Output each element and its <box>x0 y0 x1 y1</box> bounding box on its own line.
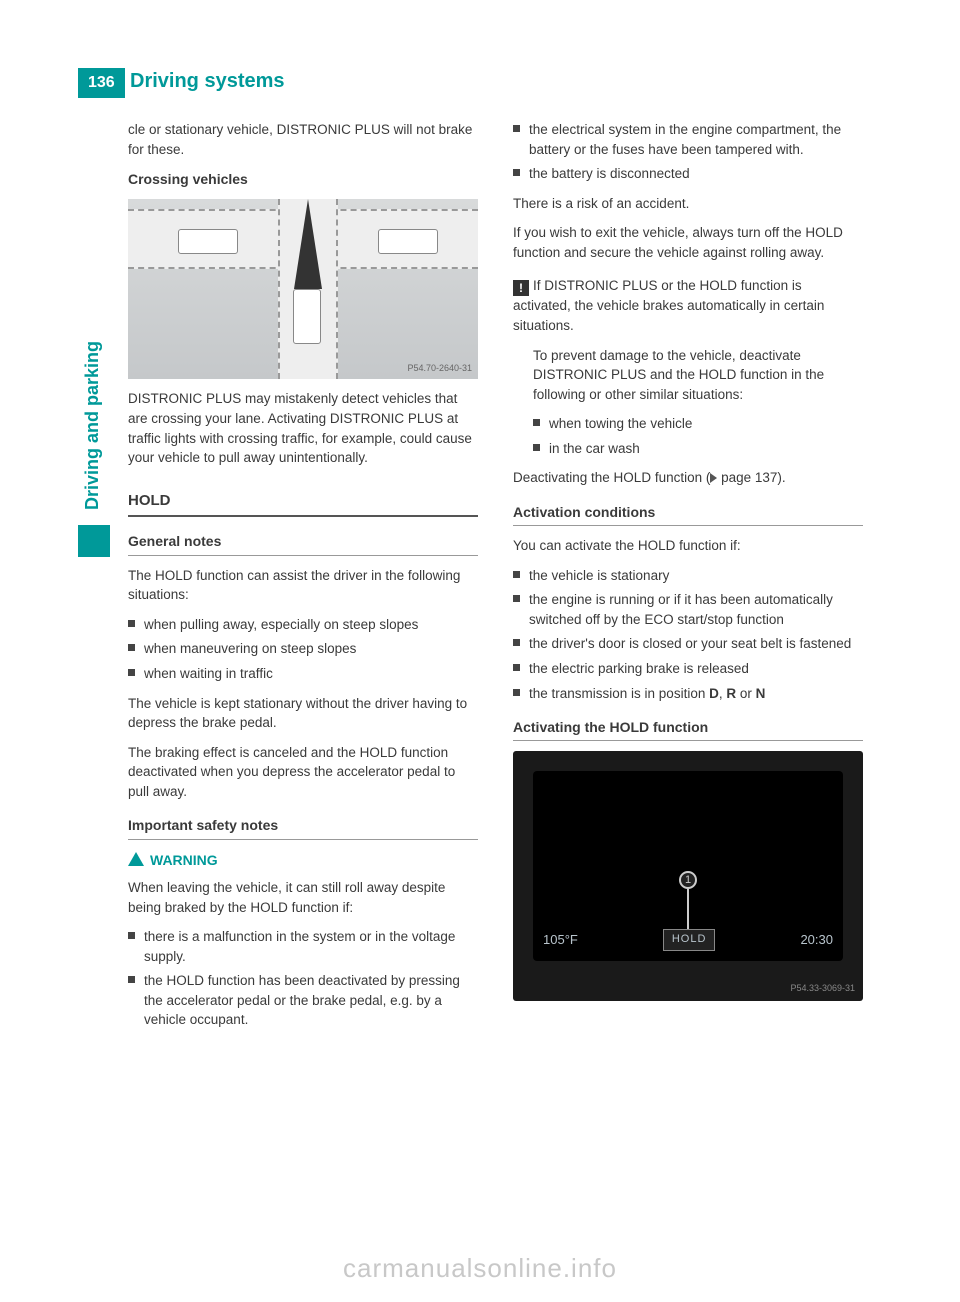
warning-triangle-icon <box>128 852 144 866</box>
general-list: when pulling away, especially on steep s… <box>128 615 478 684</box>
warning-label: WARNING <box>150 852 218 868</box>
list-item: the vehicle is stationary <box>513 566 863 586</box>
activation-list: the vehicle is stationary the engine is … <box>513 566 863 703</box>
list-item: when maneuvering on steep slopes <box>128 639 478 659</box>
warning-heading: WARNING <box>128 850 478 870</box>
caution-note: !If DISTRONIC PLUS or the HOLD function … <box>513 276 863 404</box>
activating-hold-heading: Activating the HOLD function <box>513 717 863 741</box>
content-area: cle or stationary vehicle, DISTRONIC PLU… <box>128 120 863 1040</box>
risk-statement: There is a risk of an accident. <box>513 194 863 214</box>
right-column: the electrical system in the engine comp… <box>513 120 863 1040</box>
list-item-transmission: the transmission is in position D, R or … <box>513 684 863 704</box>
list-item: the electric parking brake is released <box>513 659 863 679</box>
list-item: when pulling away, especially on steep s… <box>128 615 478 635</box>
general-intro: The HOLD function can assist the driver … <box>128 566 478 605</box>
page-number-tab: 136 <box>78 68 125 98</box>
callout-line <box>687 889 689 931</box>
list-item: the driver's door is closed or your seat… <box>513 634 863 654</box>
warning-list-cont: the electrical system in the engine comp… <box>513 120 863 184</box>
note-text1: If DISTRONIC PLUS or the HOLD function i… <box>513 278 824 333</box>
pos-d: D <box>709 686 719 701</box>
crossing-body: DISTRONIC PLUS may mistakenly detect veh… <box>128 389 478 467</box>
display-temp: 105°F <box>543 931 578 950</box>
activation-intro: You can activate the HOLD function if: <box>513 536 863 556</box>
pos-n: N <box>756 686 766 701</box>
list-item: the engine is running or if it has been … <box>513 590 863 629</box>
list-item: when waiting in traffic <box>128 664 478 684</box>
figure-reference: P54.70-2640-31 <box>407 362 472 375</box>
general-p2: The braking effect is canceled and the H… <box>128 743 478 802</box>
display-status-bar: 105°F HOLD 20:30 <box>543 929 833 951</box>
crossing-vehicles-heading: Crossing vehicles <box>128 169 478 189</box>
trans-text: the transmission is in position <box>529 686 709 701</box>
callout-marker: 1 <box>679 871 697 889</box>
general-notes-heading: General notes <box>128 531 478 555</box>
hold-indicator: HOLD <box>663 929 716 951</box>
general-p1: The vehicle is kept stationary without t… <box>128 694 478 733</box>
list-item: the electrical system in the engine comp… <box>513 120 863 159</box>
list-item: in the car wash <box>533 439 863 459</box>
car-own <box>293 289 321 344</box>
side-section-label: Driving and parking <box>82 341 103 510</box>
list-item: the battery is disconnected <box>513 164 863 184</box>
sensor-cone <box>294 199 322 289</box>
page-title: Driving systems <box>130 70 285 93</box>
instrument-display-figure: 1 105°F HOLD 20:30 P54.33-3069-31 <box>513 751 863 1001</box>
warning-intro: When leaving the vehicle, it can still r… <box>128 878 478 917</box>
side-tab-marker <box>78 525 110 557</box>
hold-section-heading: HOLD <box>128 490 478 518</box>
intro-continuation: cle or stationary vehicle, DISTRONIC PLU… <box>128 120 478 159</box>
sep2: or <box>736 686 756 701</box>
list-item: there is a malfunction in the system or … <box>128 927 478 966</box>
car-right <box>378 229 438 254</box>
warning-list: there is a malfunction in the system or … <box>128 927 478 1030</box>
list-item: when towing the vehicle <box>533 414 863 434</box>
list-item: the HOLD function has been deactivated b… <box>128 971 478 1030</box>
crossing-vehicles-figure: P54.70-2640-31 <box>128 199 478 379</box>
note-text2: To prevent damage to the vehicle, deacti… <box>513 346 863 405</box>
display-time: 20:30 <box>800 931 833 950</box>
note-line1: !If DISTRONIC PLUS or the HOLD function … <box>513 276 863 335</box>
safety-notes-heading: Important safety notes <box>128 815 478 839</box>
car-left <box>178 229 238 254</box>
note-list: when towing the vehicle in the car wash <box>513 414 863 458</box>
deact-text1: Deactivating the HOLD function ( <box>513 470 710 485</box>
pos-r: R <box>726 686 736 701</box>
activation-conditions-heading: Activation conditions <box>513 502 863 526</box>
figure-reference-2: P54.33-3069-31 <box>790 982 855 995</box>
watermark: carmanualsonline.info <box>0 1253 960 1284</box>
exit-instruction: If you wish to exit the vehicle, always … <box>513 223 863 262</box>
deactivate-ref: Deactivating the HOLD function ( page 13… <box>513 468 863 488</box>
left-column: cle or stationary vehicle, DISTRONIC PLU… <box>128 120 478 1040</box>
deact-text2: page 137). <box>717 470 785 485</box>
exclamation-icon: ! <box>513 280 529 296</box>
